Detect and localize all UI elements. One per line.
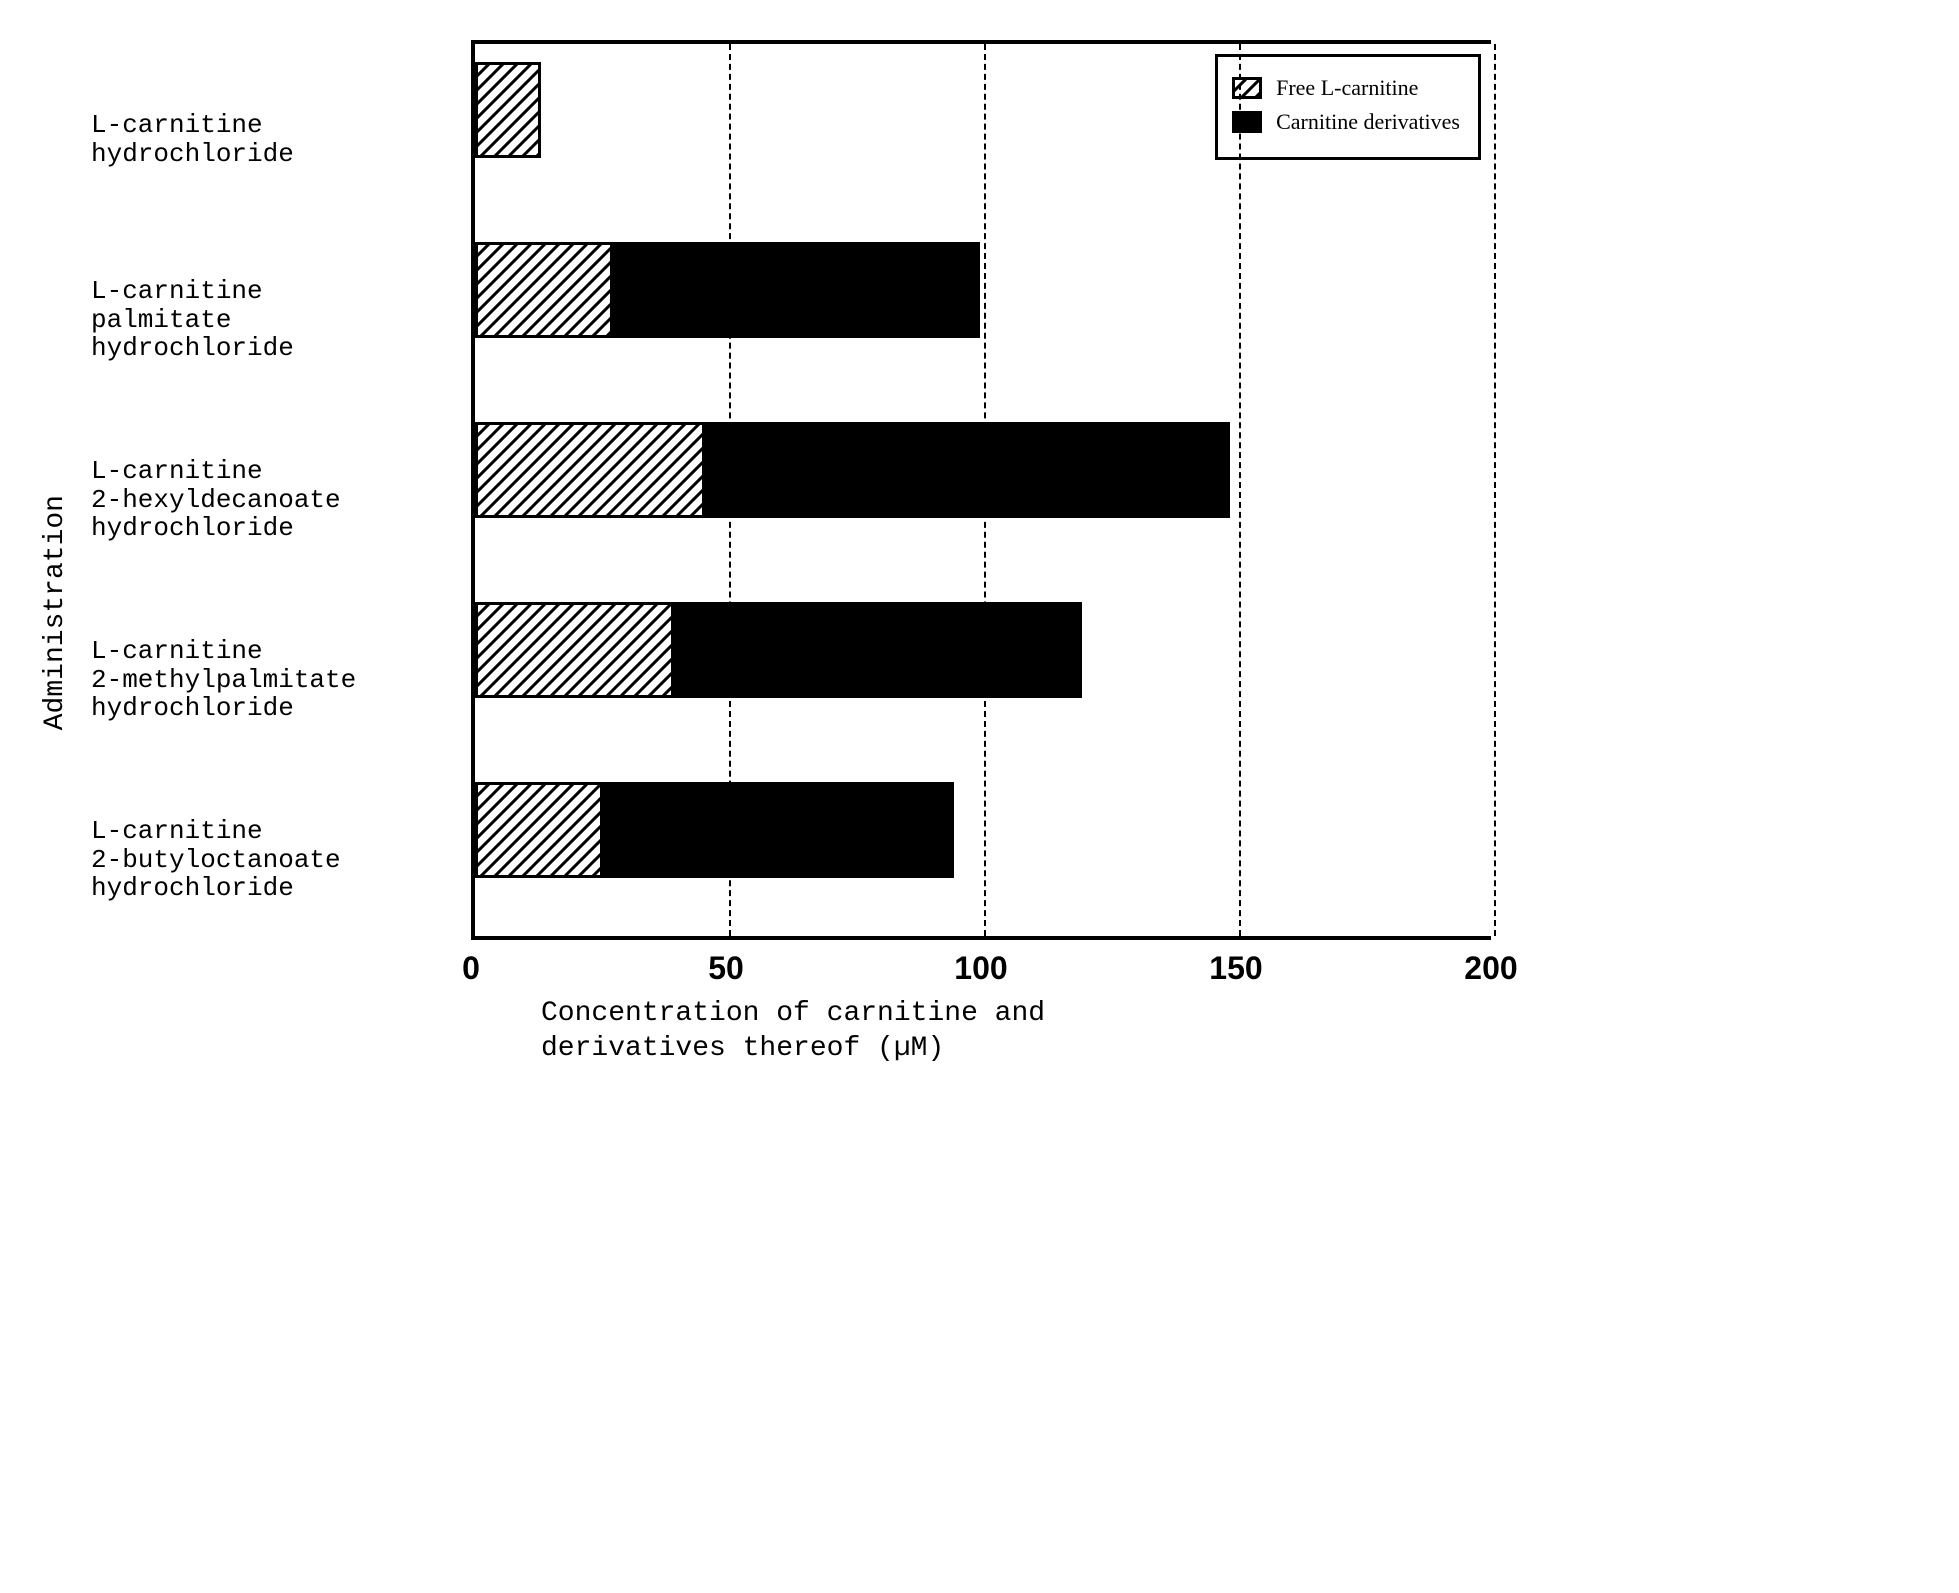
x-tick: 50 (708, 950, 744, 987)
plot-area: Free L-carnitine Carnitine derivatives (471, 40, 1491, 940)
bar-slot (475, 782, 954, 878)
bar-segment-deriv (603, 782, 955, 878)
bar-slot (475, 422, 1230, 518)
bar-segment-free (475, 422, 705, 518)
category-label: L-carnitine 2-butyloctanoate hydrochlori… (91, 770, 471, 950)
bar-segment-free (475, 782, 603, 878)
bar-slot (475, 242, 980, 338)
bar-slot (475, 62, 541, 158)
legend-item: Free L-carnitine (1232, 75, 1460, 101)
category-labels-column: L-carnitine hydrochlorideL-carnitine pal… (91, 40, 471, 950)
category-label: L-carnitine palmitate hydrochloride (91, 230, 471, 410)
bar-segment-free (475, 62, 541, 158)
category-label: L-carnitine 2-methylpalmitate hydrochlor… (91, 590, 471, 770)
x-tick: 100 (954, 950, 1007, 987)
x-tick: 150 (1209, 950, 1262, 987)
category-label: L-carnitine 2-hexyldecanoate hydrochlori… (91, 410, 471, 590)
grid-line (1494, 44, 1496, 936)
x-axis-ticks: 050100150200 (471, 940, 1491, 990)
legend-swatch (1232, 77, 1262, 99)
bar-segment-deriv (613, 242, 980, 338)
legend-item: Carnitine derivatives (1232, 109, 1460, 135)
bar-segment-free (475, 242, 613, 338)
x-axis-title: Concentration of carnitine and derivativ… (471, 996, 1491, 1066)
x-tick: 0 (462, 950, 480, 987)
legend-swatch (1232, 111, 1262, 133)
bar-segment-deriv (705, 422, 1230, 518)
bar-segment-free (475, 602, 674, 698)
legend: Free L-carnitine Carnitine derivatives (1215, 54, 1481, 160)
carnitine-bar-chart: Administration L-carnitine hydrochloride… (40, 40, 1919, 1066)
legend-label: Carnitine derivatives (1276, 109, 1460, 135)
x-tick: 200 (1464, 950, 1517, 987)
legend-label: Free L-carnitine (1276, 75, 1418, 101)
grid-line (1239, 44, 1241, 936)
y-axis-title: Administration (40, 375, 71, 730)
category-label: L-carnitine hydrochloride (91, 50, 471, 230)
bar-segment-deriv (674, 602, 1082, 698)
plot-wrap: Free L-carnitineCarnitine derivatives 05… (471, 40, 1491, 1066)
bar-slot (475, 602, 1082, 698)
